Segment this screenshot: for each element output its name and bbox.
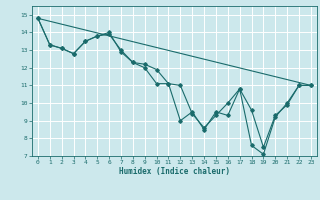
X-axis label: Humidex (Indice chaleur): Humidex (Indice chaleur) xyxy=(119,167,230,176)
